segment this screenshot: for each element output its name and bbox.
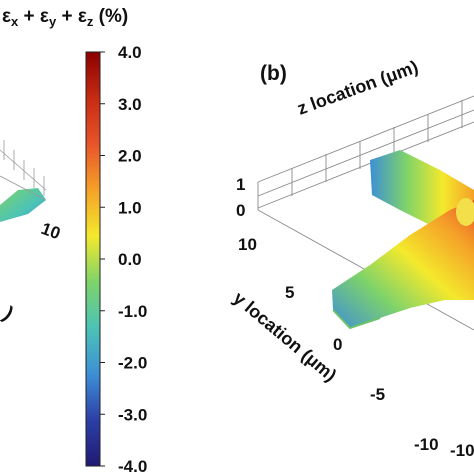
surface-peak — [456, 198, 474, 226]
colorbar-tick-label: 1.0 — [118, 198, 142, 217]
colorbar-tick-label: -4.0 — [118, 457, 147, 474]
panel-a-grid — [0, 140, 47, 201]
z-axis-label: z location (μm) — [295, 57, 421, 119]
y-tick-10: 10 — [238, 235, 257, 254]
colorbar-tick-label: -1.0 — [118, 302, 147, 321]
y-axis-label: y location (μm) — [229, 288, 340, 386]
y-tick-5: 5 — [285, 283, 294, 302]
panel-b-label: (b) — [260, 62, 287, 85]
colorbar-tick-label: -2.0 — [118, 354, 147, 373]
colorbar-tick-label: 0.0 — [118, 250, 142, 269]
colorbar-tick-label: -3.0 — [118, 405, 147, 424]
y-tick-0: 0 — [333, 335, 342, 354]
colorbar-scale — [85, 51, 101, 467]
colorbar-title: εx + εy + εz (%) — [2, 6, 128, 29]
colorbar-tick-label: 4.0 — [118, 43, 142, 62]
y-tick-neg10: -10 — [414, 435, 439, 454]
panel-a-surface — [0, 188, 46, 222]
x-tick-partial: -10 — [450, 441, 474, 460]
panel-a-fragment: 10 ) — [0, 140, 63, 325]
y-tick-neg5: -5 — [370, 385, 385, 404]
z-tick-0: 0 — [236, 201, 245, 220]
surface-bridge — [332, 200, 474, 328]
z-tick-1: 1 — [236, 175, 245, 194]
surface-edge — [332, 309, 381, 330]
panel-b-surface — [332, 150, 474, 330]
colorbar-tick-label: 2.0 — [118, 147, 142, 166]
panel-b: (b) z location (μm) 1 0 10 — [229, 57, 474, 460]
colorbar: 4.0 3.0 2.0 1.0 0.0 -1.0 -2.0 -3.0 -4.0 — [85, 43, 147, 474]
colorbar-ticks: 4.0 3.0 2.0 1.0 0.0 -1.0 -2.0 -3.0 -4.0 — [100, 43, 147, 474]
panel-a-axis-label-fragment: ) — [0, 303, 17, 325]
panel-a-x-tick: 10 — [39, 219, 63, 243]
colorbar-tick-label: 3.0 — [118, 95, 142, 114]
